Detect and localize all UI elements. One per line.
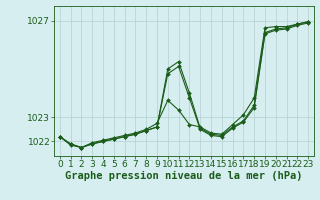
X-axis label: Graphe pression niveau de la mer (hPa): Graphe pression niveau de la mer (hPa) xyxy=(65,171,303,181)
